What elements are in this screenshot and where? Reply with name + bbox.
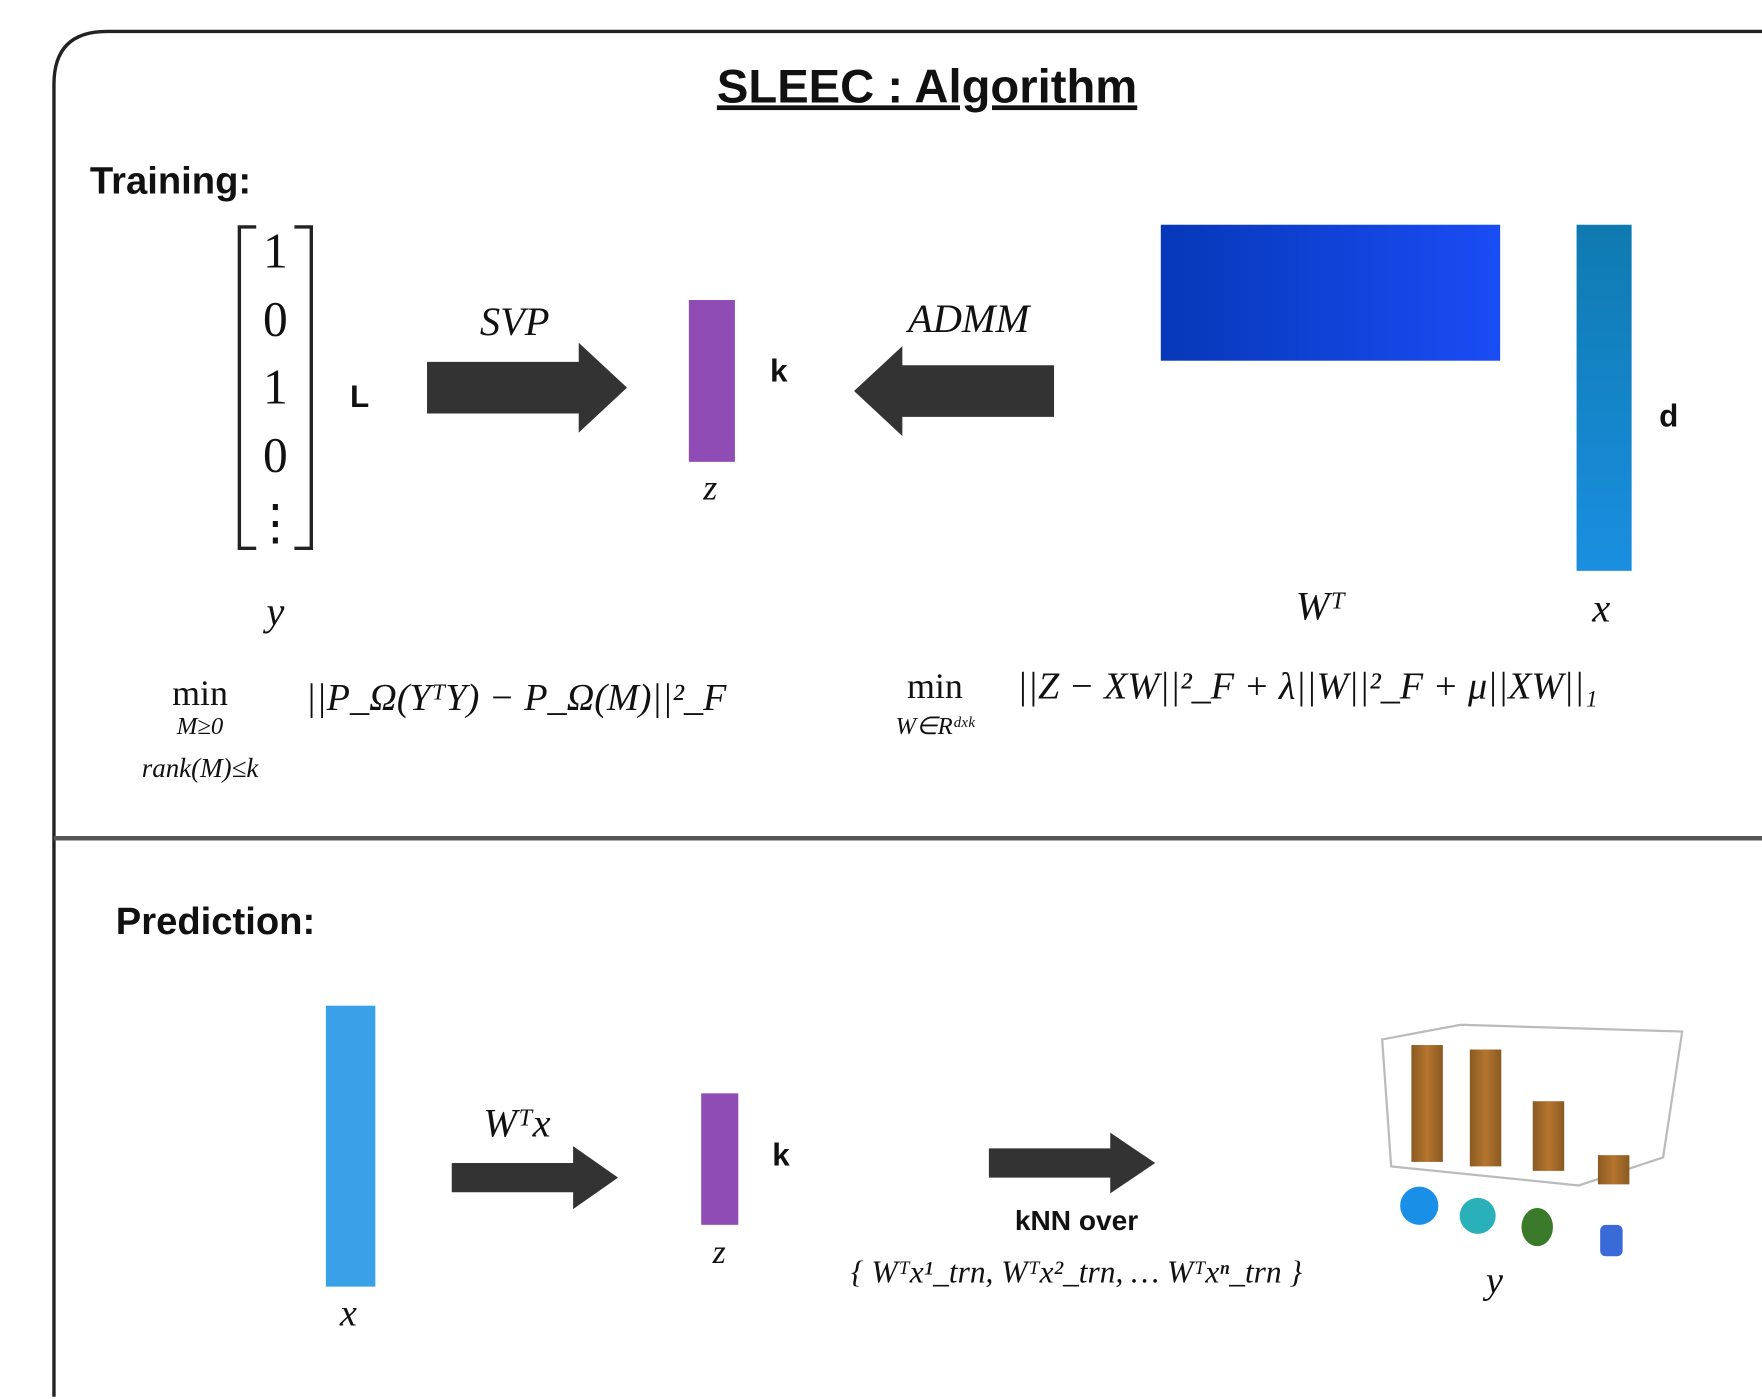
dim-label: L	[350, 379, 369, 414]
constraint: W∈Rᵈˣᵏ	[896, 713, 976, 740]
projection-matrix	[1161, 225, 1500, 361]
vector-entry: ⋮	[251, 495, 300, 550]
constraint: rank(M)≤k	[142, 753, 260, 783]
min-op: min	[907, 666, 963, 706]
vector-entry: 0	[263, 427, 288, 482]
dim-label: k	[772, 1138, 790, 1173]
title: SLEEC : Algorithm	[717, 60, 1137, 113]
arrow-label: SVP	[480, 299, 550, 344]
vector-entry: 0	[263, 292, 288, 347]
output-name: y	[1482, 1260, 1503, 1302]
objective: ||Z − XW||²_F + λ||W||²_F + μ||XW||₁	[1017, 666, 1598, 708]
vector-entry: 1	[263, 224, 288, 279]
dim-label: k	[770, 353, 788, 388]
arrow-label: Wᵀx	[483, 1100, 550, 1145]
knn-set: { Wᵀx¹_trn, Wᵀx²_trn, … Wᵀxⁿ_trn }	[851, 1255, 1303, 1290]
training-heading: Training:	[90, 159, 251, 202]
knn-label: kNN over	[1015, 1205, 1138, 1236]
objective: ||P_Ω(YᵀY) − P_Ω(M)||²_F	[306, 677, 727, 719]
constraint: M≥0	[176, 713, 224, 740]
prediction-heading: Prediction:	[116, 900, 315, 943]
feature-bar	[326, 1006, 375, 1287]
vector-name: x	[339, 1293, 357, 1335]
arrow	[452, 1146, 618, 1209]
arrow	[989, 1133, 1155, 1194]
vector-name: z	[702, 467, 717, 507]
embedding-bar	[701, 1093, 738, 1224]
arrow-label: ADMM	[905, 296, 1032, 341]
arrow	[427, 343, 627, 433]
vector-name: x	[1591, 586, 1610, 631]
matrix-name: Wᵀ	[1296, 583, 1347, 628]
slide: SLEEC : Algorithm Training: 1 0 1 0 ⋮ L y SV…	[0, 0, 1762, 1399]
arrow	[854, 346, 1054, 436]
embedding-bar	[689, 300, 735, 462]
feature-bar	[1577, 225, 1632, 571]
dim-label: d	[1659, 398, 1678, 433]
vector-name: y	[262, 589, 284, 634]
label-chart-icon	[1382, 1025, 1682, 1256]
vector-name: z	[712, 1234, 726, 1271]
page: {"title": "SLEEC : Algorithm", "training…	[0, 0, 1762, 1399]
min-op: min	[172, 673, 228, 713]
vector-entry: 1	[263, 360, 288, 415]
